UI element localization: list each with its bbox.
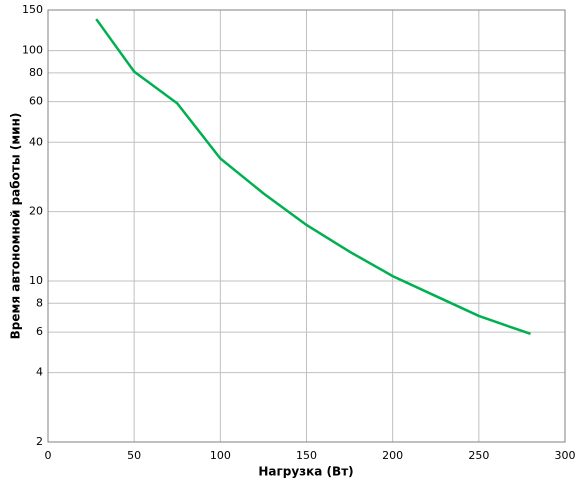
- data-line: [95, 18, 531, 335]
- y-tick-label: 20: [29, 205, 43, 218]
- x-tick-label: 150: [296, 449, 317, 462]
- y-tick-label: 6: [36, 325, 43, 338]
- y-axis-title: Время автономной работы (мин): [9, 113, 23, 340]
- x-tick-label: 0: [45, 449, 52, 462]
- y-tick-label: 150: [22, 3, 43, 16]
- y-tick-label: 8: [36, 296, 43, 309]
- x-axis-title: Нагрузка (Вт): [258, 465, 353, 479]
- y-tick-label: 60: [29, 95, 43, 108]
- x-tick-label: 250: [468, 449, 489, 462]
- y-tick-label: 10: [29, 274, 43, 287]
- x-tick-label: 200: [382, 449, 403, 462]
- y-tick-label: 40: [29, 135, 43, 148]
- y-tick-label: 100: [22, 44, 43, 57]
- plot-frame: [47, 9, 566, 443]
- x-tick-label: 50: [127, 449, 141, 462]
- x-tick-label: 300: [555, 449, 576, 462]
- x-tick-label: 100: [210, 449, 231, 462]
- y-tick-label: 80: [29, 66, 43, 79]
- y-tick-label: 4: [36, 366, 43, 379]
- y-tick-label: 2: [36, 435, 43, 448]
